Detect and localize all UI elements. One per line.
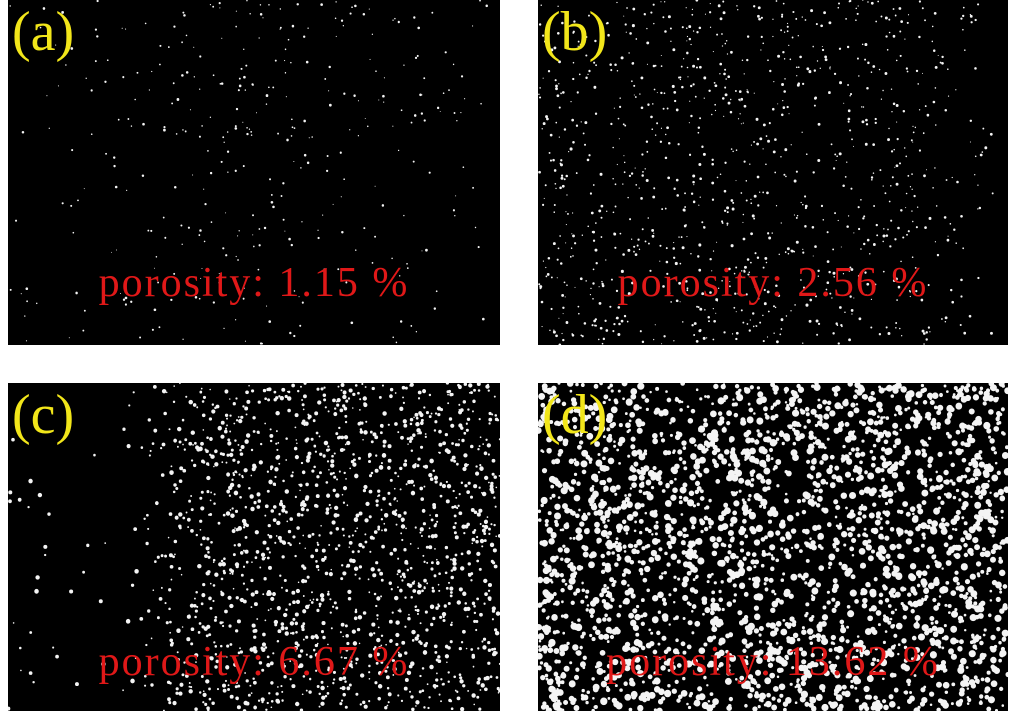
porosity-caption: porosity: 13.62 % [538, 641, 1008, 683]
micrograph-panel: (a) porosity: 1.15 % [8, 0, 500, 345]
porosity-caption: porosity: 6.67 % [8, 641, 500, 683]
micrograph-panel: (d) porosity: 13.62 % [538, 383, 1008, 711]
panel-label: (b) [542, 4, 607, 60]
micrograph-panel: (b) porosity: 2.56 % [538, 0, 1008, 345]
porosity-caption: porosity: 1.15 % [8, 262, 500, 304]
micrograph-panel: (c) porosity: 6.67 % [8, 383, 500, 711]
panel-label: (a) [12, 4, 74, 60]
panel-label: (c) [12, 387, 74, 443]
porosity-caption: porosity: 2.56 % [538, 262, 1008, 304]
panel-label: (d) [542, 387, 607, 443]
figure: (a) porosity: 1.15 % (b) porosity: 2.56 … [0, 0, 1016, 711]
